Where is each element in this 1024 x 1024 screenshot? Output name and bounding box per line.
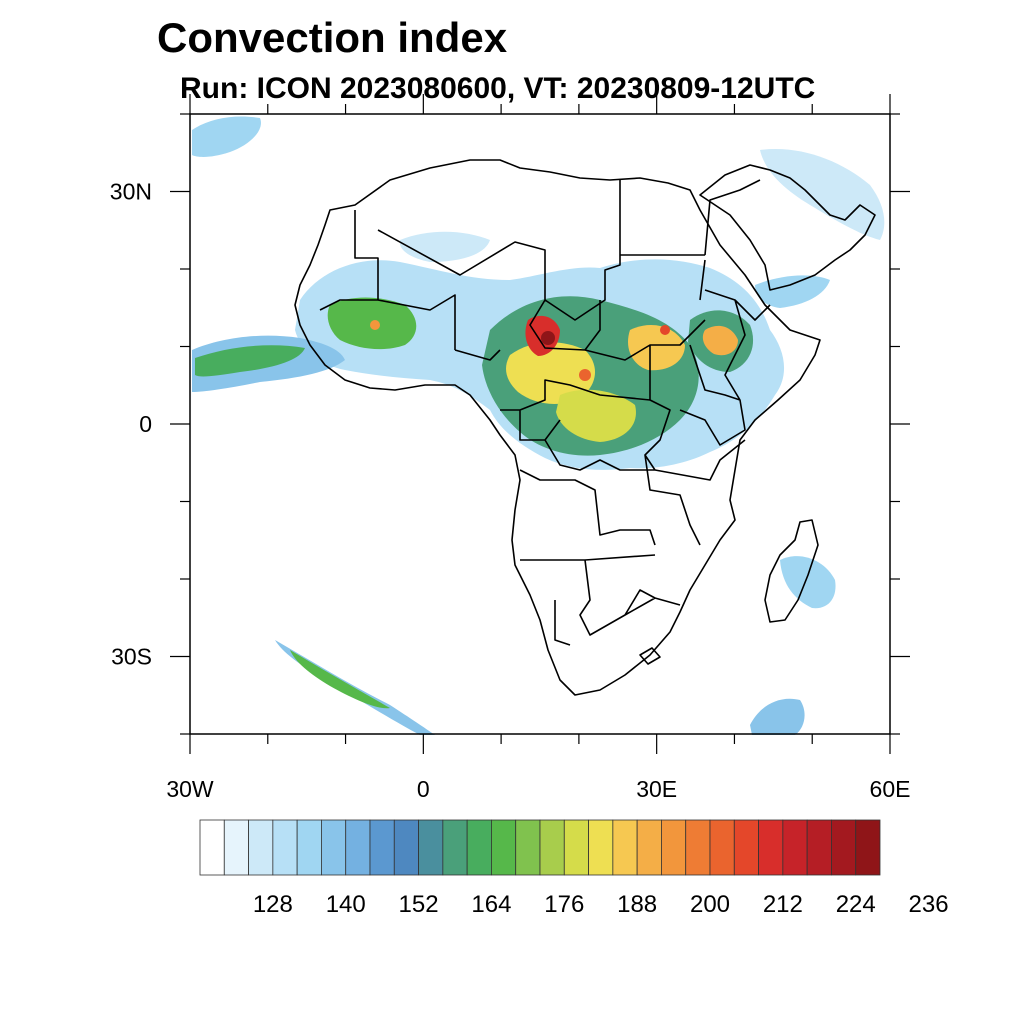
country-borders <box>319 179 771 646</box>
colorbar-swatch <box>806 819 832 876</box>
convection-area-yemen <box>755 275 830 308</box>
madagascar-coastline <box>764 519 819 623</box>
colorbar-label: 152 <box>399 891 439 918</box>
colorbar-swatch <box>831 819 857 876</box>
convection-area-arabia <box>760 149 885 240</box>
colorbar-label: 200 <box>690 891 730 918</box>
convection-area-madagascar <box>780 556 836 609</box>
colorbar-swatch <box>248 819 274 876</box>
colorbar-swatch <box>685 819 711 876</box>
colorbar-label: 224 <box>836 891 876 918</box>
colorbar: 128 140 152 164 176 188 200 212 224 236 <box>199 819 949 918</box>
map-frame-axes: 30W 0 30E 60E 30N 0 30S <box>110 94 911 802</box>
colorbar-swatch <box>491 819 517 876</box>
colorbar-swatch <box>369 819 395 876</box>
convection-high-cameroon <box>506 342 596 404</box>
convection-field <box>192 116 885 735</box>
colorbar-label: 236 <box>909 891 949 918</box>
lon-tick-label: 60E <box>870 776 911 802</box>
colorbar-swatch <box>345 819 371 876</box>
arabia-coastline <box>699 164 876 291</box>
convection-core-sw-band <box>290 650 390 709</box>
colorbar-label: 128 <box>253 891 293 918</box>
convection-high-sudan <box>628 325 685 371</box>
colorbar-swatch <box>199 819 225 876</box>
lesotho-border <box>639 647 661 665</box>
page-title: Convection index <box>157 14 508 61</box>
convection-max-cameroon <box>541 331 555 345</box>
colorbar-swatch <box>758 819 784 876</box>
colorbar-swatch <box>563 819 589 876</box>
colorbar-swatch <box>418 819 444 876</box>
lat-tick-label: 30S <box>111 644 152 670</box>
colorbar-swatch <box>709 819 735 876</box>
lat-tick-label: 0 <box>139 411 152 437</box>
colorbar-swatch <box>612 819 638 876</box>
colorbar-label: 140 <box>326 891 366 918</box>
convection-area-southern-ocean <box>750 698 805 735</box>
lon-tick-label: 30W <box>166 776 214 802</box>
page-subtitle: Run: ICON 2023080600, VT: 20230809-12UTC <box>180 72 816 105</box>
colorbar-swatch <box>588 819 614 876</box>
colorbar-swatch <box>296 819 322 876</box>
tick-layer: 30W 0 30E 60E 30N 0 30S <box>110 94 911 802</box>
convection-max-sudan <box>660 325 670 335</box>
lon-tick-label: 0 <box>417 776 430 802</box>
convection-high-ethiopia <box>702 325 738 356</box>
colorbar-swatch <box>733 819 759 876</box>
colorbar-swatch <box>223 819 249 876</box>
colorbar-label: 212 <box>763 891 803 918</box>
lon-tick-label: 30E <box>636 776 677 802</box>
convection-max-car <box>579 369 591 381</box>
colorbar-swatch <box>539 819 565 876</box>
colorbar-swatch <box>661 819 687 876</box>
colorbar-swatch <box>855 819 881 876</box>
colorbar-label: 176 <box>544 891 584 918</box>
colorbar-swatch <box>321 819 347 876</box>
coastlines-borders <box>294 159 876 696</box>
africa-coastline <box>294 159 821 696</box>
convection-area-nw-corner <box>192 116 261 157</box>
colorbar-swatch <box>442 819 468 876</box>
convection-core-atlantic <box>195 345 305 377</box>
colorbar-label: 164 <box>471 891 511 918</box>
colorbar-swatch <box>393 819 419 876</box>
colorbar-swatch <box>515 819 541 876</box>
colorbar-swatch <box>782 819 808 876</box>
colorbar-swatch <box>636 819 662 876</box>
convection-area-sw-band <box>275 640 435 735</box>
lat-tick-label: 30N <box>110 179 152 205</box>
colorbar-swatch <box>466 819 492 876</box>
colorbar-swatch <box>272 819 298 876</box>
convection-area-sahara-w <box>399 231 490 262</box>
convection-high-congo <box>556 389 636 442</box>
convection-max-west <box>370 320 380 330</box>
colorbar-label: 188 <box>617 891 657 918</box>
